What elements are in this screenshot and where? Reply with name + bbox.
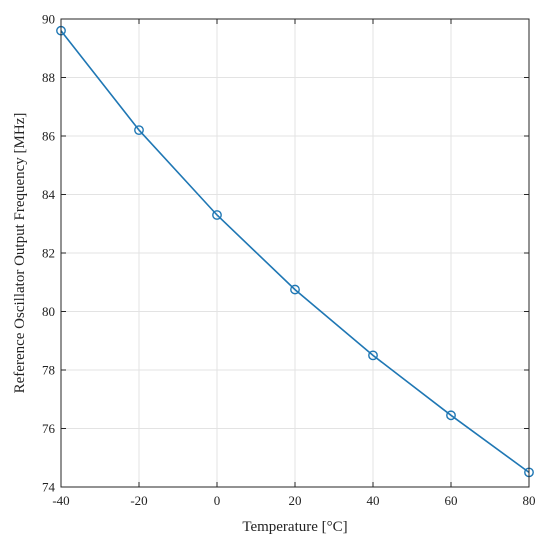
- data-point: [446, 410, 456, 421]
- x-tick-label: 60: [445, 493, 458, 508]
- y-tick-label: 82: [42, 246, 55, 261]
- y-tick-label: 80: [42, 304, 55, 319]
- x-axis: -40 -20 0 20 40 60 80: [52, 19, 536, 508]
- y-tick-label: 90: [42, 12, 55, 27]
- plot-frame: [60, 18, 530, 488]
- data-point: [368, 350, 378, 361]
- x-axis-label: Temperature [°C]: [242, 519, 347, 535]
- x-tick-label: 40: [367, 493, 380, 508]
- x-tick-label: 20: [289, 493, 302, 508]
- series-line: [60, 30, 530, 474]
- y-tick-label: 88: [42, 70, 55, 85]
- data-point: [290, 284, 300, 295]
- x-tick-label: -20: [130, 493, 147, 508]
- y-tick-label: 76: [42, 421, 56, 436]
- y-axis-label: Reference Oscillator Output Frequency [M…: [12, 113, 28, 394]
- x-tick-label: 80: [523, 493, 536, 508]
- y-tick-label: 74: [42, 480, 56, 495]
- data-point: [212, 210, 222, 220]
- x-tick-label: -40: [52, 493, 69, 508]
- y-axis: 74 76 78 80 82 84 86 88 90: [42, 12, 529, 495]
- y-tick-label: 84: [42, 187, 56, 202]
- y-tick-label: 86: [42, 129, 56, 144]
- x-tick-label: 0: [214, 493, 221, 508]
- y-tick-label: 78: [42, 363, 55, 378]
- grid: [61, 19, 529, 487]
- data-point: [134, 125, 144, 136]
